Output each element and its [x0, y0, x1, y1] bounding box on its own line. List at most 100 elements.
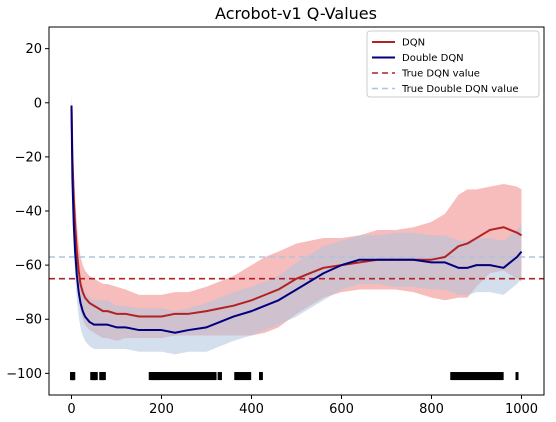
update-marker-71 — [453, 372, 457, 381]
update-marker-88 — [484, 372, 488, 381]
update-marker-26 — [161, 372, 165, 381]
x-tick-label-3: 600 — [329, 402, 354, 417]
update-marker-66 — [248, 372, 252, 381]
legend-label-3: True Double DQN value — [401, 84, 519, 95]
update-marker-73 — [457, 372, 461, 381]
update-marker-75 — [461, 372, 465, 381]
update-marker-61 — [239, 372, 243, 381]
update-marker-31 — [170, 372, 174, 381]
reference-lines — [49, 256, 544, 280]
update-marker-89 — [486, 372, 490, 381]
update-marker-42 — [190, 372, 194, 381]
update-marker-68 — [259, 372, 263, 381]
update-marker-41 — [188, 372, 192, 381]
update-marker-5 — [72, 372, 76, 381]
update-marker-90 — [488, 372, 492, 381]
update-marker-91 — [489, 372, 493, 381]
y-tick-label-5: −80 — [15, 313, 42, 328]
update-marker-92 — [491, 372, 495, 381]
update-marker-74 — [459, 372, 463, 381]
update-marker-78 — [466, 372, 470, 381]
update-markers — [70, 372, 519, 381]
update-marker-63 — [242, 372, 246, 381]
update-marker-45 — [196, 372, 199, 381]
update-marker-50 — [205, 372, 208, 381]
update-marker-52 — [208, 372, 212, 381]
x-tick-label-1: 200 — [149, 402, 174, 417]
update-marker-33 — [174, 372, 178, 381]
update-marker-49 — [203, 372, 207, 381]
legend-box — [366, 30, 540, 98]
update-marker-69 — [450, 372, 454, 381]
update-marker-39 — [185, 372, 189, 381]
update-marker-30 — [169, 372, 172, 381]
update-marker-97 — [500, 372, 504, 381]
update-marker-82 — [473, 372, 477, 381]
update-marker-98 — [515, 372, 519, 381]
update-marker-70 — [452, 372, 456, 381]
update-marker-11 — [94, 372, 98, 381]
legend-label-2: True DQN value — [401, 69, 480, 80]
update-marker-64 — [244, 372, 248, 381]
x-axis: 0 200 400 600 800 1000 — [67, 395, 538, 417]
update-marker-60 — [237, 372, 241, 381]
update-marker-24 — [158, 372, 162, 381]
update-marker-46 — [197, 372, 201, 381]
update-marker-38 — [183, 372, 187, 381]
update-marker-81 — [471, 372, 475, 381]
update-marker-96 — [498, 372, 502, 381]
x-tick-label-5: 1000 — [505, 402, 538, 417]
update-marker-40 — [187, 372, 190, 381]
update-marker-47 — [199, 372, 203, 381]
update-marker-51 — [206, 372, 210, 381]
chart-title: Acrobot-v1 Q-Values — [215, 4, 377, 23]
y-axis: 20 0 −20 −40 −60 −80 −100 — [6, 42, 49, 382]
update-marker-29 — [167, 372, 171, 381]
update-marker-65 — [246, 372, 250, 381]
update-marker-57 — [218, 372, 222, 381]
update-marker-27 — [163, 372, 167, 381]
update-marker-55 — [213, 372, 217, 381]
update-marker-83 — [475, 372, 479, 381]
update-marker-59 — [235, 372, 239, 381]
update-marker-36 — [179, 372, 183, 381]
update-marker-72 — [455, 372, 459, 381]
update-marker-87 — [482, 372, 486, 381]
update-marker-84 — [477, 372, 481, 381]
legend: DQN Double DQN True DQN value True Double D… — [366, 30, 540, 98]
update-marker-79 — [468, 372, 472, 381]
update-marker-86 — [480, 372, 484, 381]
update-marker-85 — [479, 372, 483, 381]
y-tick-label-0: 20 — [25, 42, 42, 57]
y-tick-label-3: −40 — [15, 205, 42, 220]
update-marker-34 — [176, 372, 180, 381]
y-tick-label-4: −60 — [15, 259, 42, 274]
update-marker-43 — [192, 372, 196, 381]
series-lines — [70, 105, 523, 334]
update-marker-44 — [194, 372, 198, 381]
update-marker-28 — [165, 372, 169, 381]
update-marker-76 — [462, 372, 466, 381]
update-marker-93 — [493, 372, 497, 381]
y-tick-label-1: 0 — [34, 96, 42, 111]
update-marker-53 — [210, 372, 214, 381]
update-marker-77 — [464, 372, 468, 381]
legend-label-1: Double DQN — [402, 53, 464, 64]
update-marker-80 — [470, 372, 474, 381]
update-marker-25 — [160, 372, 163, 381]
confidence-bands — [71, 91, 522, 355]
series-line-1 — [70, 105, 523, 334]
update-marker-16 — [102, 372, 106, 381]
legend-label-0: DQN — [402, 38, 425, 49]
y-tick-label-2: −20 — [15, 150, 42, 165]
x-tick-label-2: 400 — [239, 402, 264, 417]
series-line-0 — [70, 105, 523, 318]
x-tick-label-4: 800 — [419, 402, 444, 417]
update-marker-62 — [241, 372, 244, 381]
update-marker-48 — [201, 372, 205, 381]
y-tick-label-6: −100 — [6, 367, 42, 382]
update-marker-32 — [172, 372, 176, 381]
update-marker-35 — [178, 372, 181, 381]
update-marker-37 — [181, 372, 185, 381]
